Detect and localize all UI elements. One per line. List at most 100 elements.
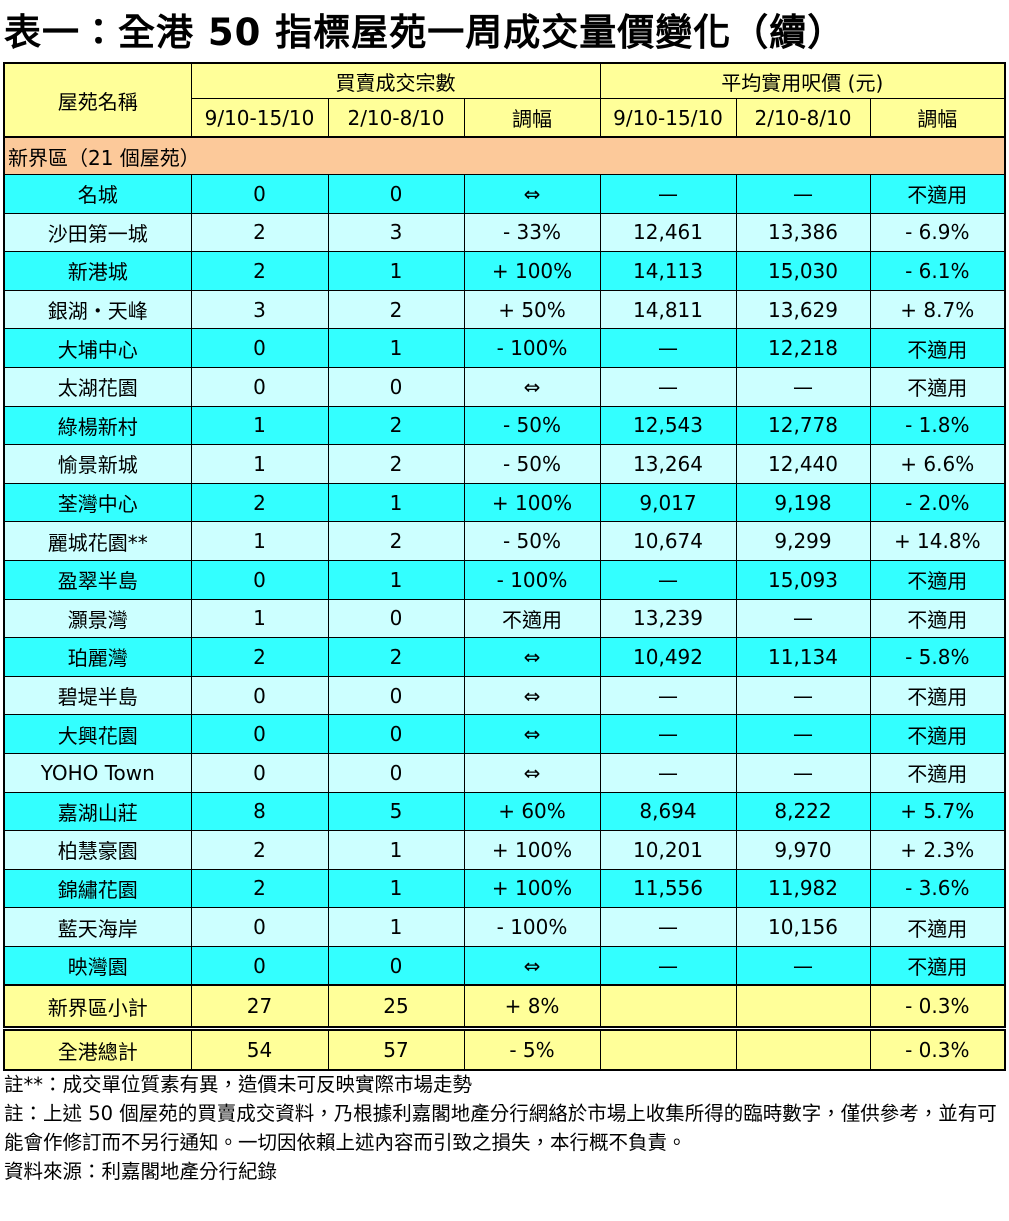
cell: 15,030 xyxy=(735,251,871,291)
cell: — xyxy=(599,907,737,947)
cell: 14,811 xyxy=(599,289,737,330)
cell: 8 xyxy=(190,791,329,832)
cell: 0 xyxy=(190,366,329,407)
cell: 不適用 xyxy=(869,328,1006,368)
estate-name: 嘉湖山莊 xyxy=(3,791,192,832)
cell: + 6.6% xyxy=(869,444,1006,484)
cell: 1 xyxy=(327,868,465,909)
cell: ⇔ xyxy=(463,174,601,214)
cell: 2 xyxy=(190,868,329,909)
data-row: YOHO Town 0 0 ⇔ — — 不適用 xyxy=(3,752,1006,793)
cell: 0 xyxy=(327,945,465,986)
cell: 不適用 xyxy=(869,945,1006,986)
header-group: 買賣成交宗數 xyxy=(190,62,601,99)
cell: 1 xyxy=(327,830,465,870)
cell: - 50% xyxy=(463,521,601,561)
cell: - 1.8% xyxy=(869,405,1006,446)
estate-name: 柏慧豪園 xyxy=(3,830,192,870)
data-row: 大興花園 0 0 ⇔ — — 不適用 xyxy=(3,714,1006,754)
cell: 不適用 xyxy=(869,559,1006,600)
cell: - 100% xyxy=(463,328,601,368)
data-row: 碧堤半島 0 0 ⇔ — — 不適用 xyxy=(3,675,1006,716)
header-cell: 2/10-8/10 xyxy=(735,98,871,138)
cell: 14,113 xyxy=(599,251,737,291)
cell: ⇔ xyxy=(463,752,601,793)
cell: + 60% xyxy=(463,791,601,832)
estate-name: 新港城 xyxy=(3,251,192,291)
cell: 0 xyxy=(190,328,329,368)
data-row: 新港城 2 1 + 100% 14,113 15,030- 6.1% xyxy=(3,251,1006,291)
estate-name: 大興花園 xyxy=(3,714,192,754)
data-row: 藍天海岸 0 1- 100% —10,156 不適用 xyxy=(3,907,1006,947)
cell: 9,017 xyxy=(599,482,737,523)
cell: 1 xyxy=(327,482,465,523)
cell: 11,556 xyxy=(599,868,737,909)
cell: ⇔ xyxy=(463,637,601,677)
data-row: 綠楊新村 1 2- 50% 12,543 12,778- 1.8% xyxy=(3,405,1006,446)
cell: 0 xyxy=(190,675,329,716)
cell: 0 xyxy=(327,366,465,407)
cell: 11,982 xyxy=(735,868,871,909)
cell: — xyxy=(599,559,737,600)
cell: 8,222 xyxy=(735,791,871,832)
header-row: 9/10-15/10 2/10-8/10 調幅 9/10-15/10 2/10-8/10… xyxy=(4,98,1006,138)
estate-name: 新界區小計 xyxy=(3,984,192,1030)
cell: 1 xyxy=(190,598,329,639)
cell: + 5.7% xyxy=(869,791,1006,832)
estate-name: 盈翠半島 xyxy=(3,559,192,600)
table-body: 屋苑名稱 買賣成交宗數 平均實用呎價 (元) 9/10-15/10 2/10-8/10 調… xyxy=(3,62,1006,1071)
cell: — xyxy=(599,366,737,407)
estate-name: 藍天海岸 xyxy=(3,907,192,947)
cell: — xyxy=(599,328,737,368)
cell: 2 xyxy=(190,830,329,870)
cell: 0 xyxy=(327,598,465,639)
cell: — xyxy=(735,366,871,407)
data-row: 愉景新城 1 2- 50% 13,264 12,440 + 6.6% xyxy=(3,444,1006,484)
estate-name: 銀湖・天峰 xyxy=(3,289,192,330)
data-row: 麗城花園** 1 2- 50% 10,674 9,299 + 14.8% xyxy=(3,521,1006,561)
cell: — xyxy=(735,598,871,639)
cell: 不適用 xyxy=(869,174,1006,214)
header-cell: 調幅 xyxy=(463,98,601,138)
cell: + 100% xyxy=(463,830,601,870)
cell xyxy=(599,984,737,1030)
cell: 2 xyxy=(327,637,465,677)
cell: 2 xyxy=(327,289,465,330)
cell: — xyxy=(735,174,871,214)
cell: + 8% xyxy=(463,984,601,1030)
cell: 0 xyxy=(190,945,329,986)
cell: - 33% xyxy=(463,212,601,253)
cell: — xyxy=(735,675,871,716)
estate-name: 大埔中心 xyxy=(3,328,192,368)
cell: 9,198 xyxy=(735,482,871,523)
cell: - 50% xyxy=(463,405,601,446)
data-row: 荃灣中心 2 1 + 100% 9,017 9,198- 2.0% xyxy=(3,482,1006,523)
estate-name: 麗城花園** xyxy=(3,521,192,561)
cell: - 6.9% xyxy=(869,212,1006,253)
cell: - 0.3% xyxy=(869,984,1006,1030)
total-row: 全港總計 54 57- 5% - 0.3% xyxy=(3,1026,1006,1071)
estate-name: 碧堤半島 xyxy=(3,675,192,716)
note: 資料來源：利嘉閣地產分行紀錄 xyxy=(4,1160,278,1183)
estate-name: 愉景新城 xyxy=(3,444,192,484)
cell: — xyxy=(735,714,871,754)
cell: 0 xyxy=(190,559,329,600)
cell: - 100% xyxy=(463,559,601,600)
estate-name: 沙田第一城 xyxy=(3,212,192,253)
estate-name: 荃灣中心 xyxy=(3,482,192,523)
cell: — xyxy=(599,752,737,793)
cell: — xyxy=(599,675,737,716)
estate-name: 灝景灣 xyxy=(3,598,192,639)
cell: + 2.3% xyxy=(869,830,1006,870)
cell: 13,386 xyxy=(735,212,871,253)
cell: 3 xyxy=(327,212,465,253)
estate-name: 全港總計 xyxy=(3,1026,192,1071)
cell: 13,264 xyxy=(599,444,737,484)
title: 表一：全港 50 指標屋苑一周成交量價變化（續） xyxy=(4,11,846,54)
data-row: 盈翠半島 0 1- 100% —15,093 不適用 xyxy=(3,559,1006,600)
cell: ⇔ xyxy=(463,945,601,986)
cell: 0 xyxy=(190,752,329,793)
cell: 10,156 xyxy=(735,907,871,947)
cell: 2 xyxy=(190,212,329,253)
